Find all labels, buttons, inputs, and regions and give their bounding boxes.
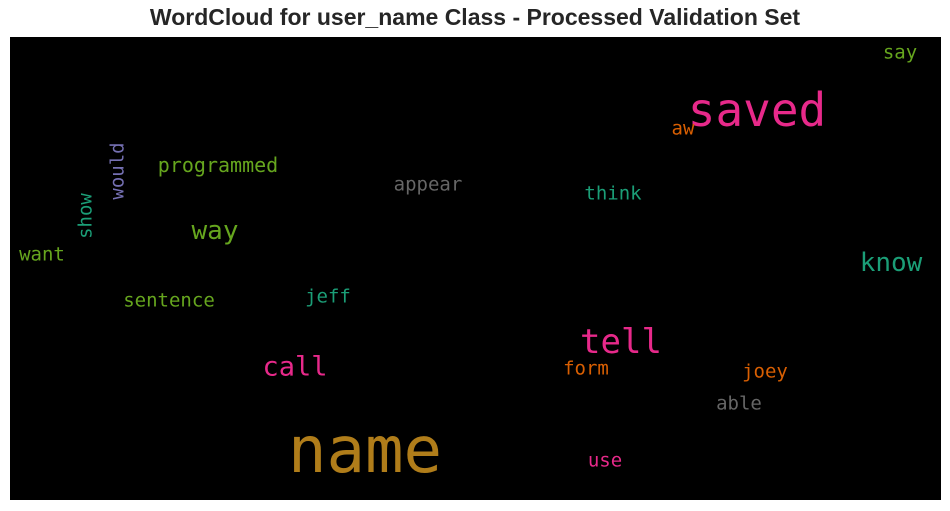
word-way: way <box>191 216 239 246</box>
word-name: name <box>287 414 443 488</box>
word-aw: aw <box>671 117 695 140</box>
word-form: form <box>563 357 609 380</box>
word-use: use <box>587 449 623 472</box>
wordcloud-canvas: name saved tell call know way programmed would s… <box>10 37 941 500</box>
word-think: think <box>584 182 642 205</box>
word-want: want <box>19 243 65 266</box>
word-joey: joey <box>742 360 788 383</box>
chart-title: WordCloud for user_name Class - Processe… <box>149 4 801 30</box>
word-programmed: programmed <box>157 153 279 177</box>
word-sentence: sentence <box>123 289 215 312</box>
word-would: would <box>106 142 129 200</box>
word-appear: appear <box>393 173 463 196</box>
word-able: able <box>716 392 762 415</box>
word-jeff: jeff <box>305 285 351 308</box>
word-show: show <box>74 193 97 239</box>
word-tell: tell <box>580 322 662 362</box>
word-saved: saved <box>687 83 827 137</box>
word-know: know <box>859 248 923 278</box>
word-call: call <box>262 351 328 383</box>
word-say: say <box>882 41 918 64</box>
